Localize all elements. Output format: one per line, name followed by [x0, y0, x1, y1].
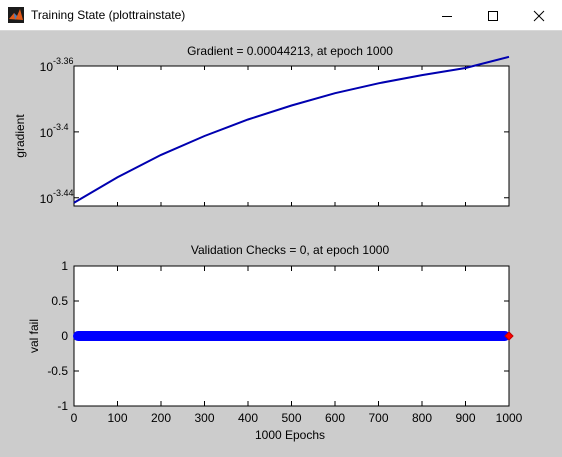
validation-xtick-label: 900 [455, 411, 475, 425]
validation-ticks: 10.50-0.5-10 100 200 300 400 500 600 700 800 900 1… [47, 259, 522, 425]
close-icon [533, 10, 545, 21]
validation-xtick-label: 100 [107, 411, 127, 425]
gradient-title: Gradient = 0.00044213, at epoch 1000 [187, 44, 393, 58]
validation-xtick-label: 0 [71, 411, 78, 425]
figure-canvas: Gradient = 0.00044213, at epoch 1000 10-… [13, 44, 523, 442]
validation-xlabel: 1000 Epochs [255, 428, 325, 442]
validation-xtick-label: 500 [281, 411, 301, 425]
gradient-ytick-base: 10 [40, 126, 54, 140]
gradient-ytick-base: 10 [40, 60, 54, 74]
validation-end-marker [504, 331, 514, 341]
validation-xtick-label: 400 [238, 411, 258, 425]
validation-xtick-label: 300 [194, 411, 214, 425]
gradient-axes[interactable]: Gradient = 0.00044213, at epoch 1000 10-… [13, 44, 510, 207]
maximize-button[interactable] [470, 0, 516, 31]
gradient-plot-box [73, 65, 510, 207]
validation-xtick-label: 700 [368, 411, 388, 425]
validation-ylabel: val fail [27, 319, 41, 353]
validation-axes[interactable]: Validation Checks = 0, at epoch 1000 1 0.… [27, 243, 523, 442]
window-title: Training State (plottrainstate) [31, 8, 186, 22]
gradient-ytick-exponent: -3.44 [53, 188, 74, 198]
matlab-icon [8, 7, 24, 23]
gradient-series-line [73, 55, 510, 204]
figure-area: Gradient = 0.00044213, at epoch 1000 10-… [0, 31, 562, 452]
validation-ytick-label: 1 [61, 259, 68, 273]
gradient-ytick-base: 10 [40, 192, 54, 206]
gradient-ytick-exponent: -3.36 [53, 56, 74, 66]
validation-ytick-label: -0.5 [47, 364, 68, 378]
validation-ytick-label: 0.5 [51, 294, 68, 308]
maximize-icon [488, 10, 498, 21]
close-button[interactable] [516, 0, 562, 31]
window-titlebar[interactable]: Training State (plottrainstate) [0, 0, 562, 31]
validation-xtick-label: 200 [151, 411, 171, 425]
gradient-ytick-exponent: -3.4 [53, 122, 69, 132]
minimize-icon [442, 15, 452, 17]
validation-xtick-label: 800 [412, 411, 432, 425]
validation-ytick-label: -1 [57, 399, 68, 413]
gradient-ylabel: gradient [13, 114, 27, 158]
minimize-button[interactable] [424, 0, 470, 31]
validation-title: Validation Checks = 0, at epoch 1000 [191, 243, 390, 257]
validation-xtick-label: 1000 [496, 411, 523, 425]
validation-series-markers [73, 331, 510, 341]
validation-ytick-label: 0 [61, 329, 68, 343]
validation-xtick-label: 600 [325, 411, 345, 425]
